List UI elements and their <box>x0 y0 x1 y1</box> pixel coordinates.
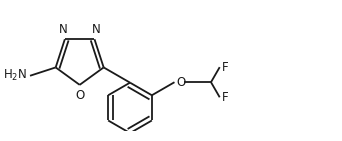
Text: N: N <box>92 23 101 36</box>
Text: F: F <box>221 91 228 104</box>
Text: H$_2$N: H$_2$N <box>3 68 27 83</box>
Text: O: O <box>75 89 84 102</box>
Text: F: F <box>221 61 228 74</box>
Text: N: N <box>59 23 67 36</box>
Text: O: O <box>176 76 185 89</box>
